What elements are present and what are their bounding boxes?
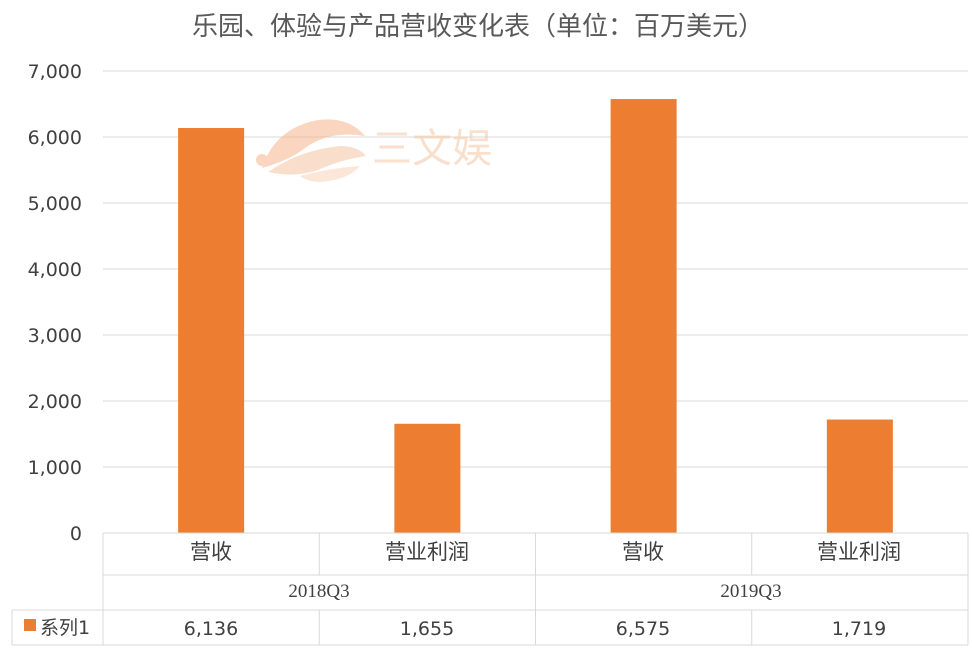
group-label-2018q3: 2018Q3	[288, 581, 349, 602]
bar-4	[826, 419, 893, 533]
y-tick-label: 0	[70, 523, 82, 545]
bars	[178, 99, 893, 534]
chart-title: 乐园、体验与产品营收变化表（单位：百万美元）	[192, 12, 764, 42]
category-label-4: 营业利润	[817, 540, 901, 564]
y-tick-label: 5,000	[28, 193, 82, 215]
category-label-2: 营业利润	[385, 540, 469, 564]
legend-swatch	[24, 619, 36, 631]
y-tick-label: 3,000	[28, 325, 82, 347]
y-tick-label: 4,000	[28, 259, 82, 281]
y-tick-label: 6,000	[28, 127, 82, 149]
bar-3	[610, 99, 677, 534]
table-value-4: 1,719	[832, 618, 886, 640]
table-value-3: 6,575	[616, 618, 670, 640]
table-value-1: 6,136	[184, 618, 238, 640]
table-value-2: 1,655	[400, 618, 454, 640]
y-tick-label: 1,000	[28, 457, 82, 479]
y-tick-label: 7,000	[28, 61, 82, 83]
grid-lines	[103, 70, 968, 468]
table-borders	[11, 532, 969, 646]
bar-2	[394, 423, 461, 533]
data-table: 营收 营业利润 营收 营业利润 2018Q3 2019Q3 系列1 6,136 …	[11, 532, 969, 646]
watermark-text: 三文娱	[372, 126, 492, 172]
y-tick-label: 2,000	[28, 391, 82, 413]
bar-1	[178, 128, 245, 534]
group-label-2019q3: 2019Q3	[720, 581, 781, 602]
category-label-3: 营收	[622, 540, 664, 564]
y-axis-ticks: 0 1,000 2,000 3,000 4,000 5,000 6,000 7,000	[28, 61, 82, 545]
sunrise-logo-icon	[256, 119, 366, 182]
legend-series-name: 系列1	[40, 617, 90, 639]
watermark: 三文娱	[256, 119, 492, 182]
category-label-1: 营收	[190, 540, 232, 564]
